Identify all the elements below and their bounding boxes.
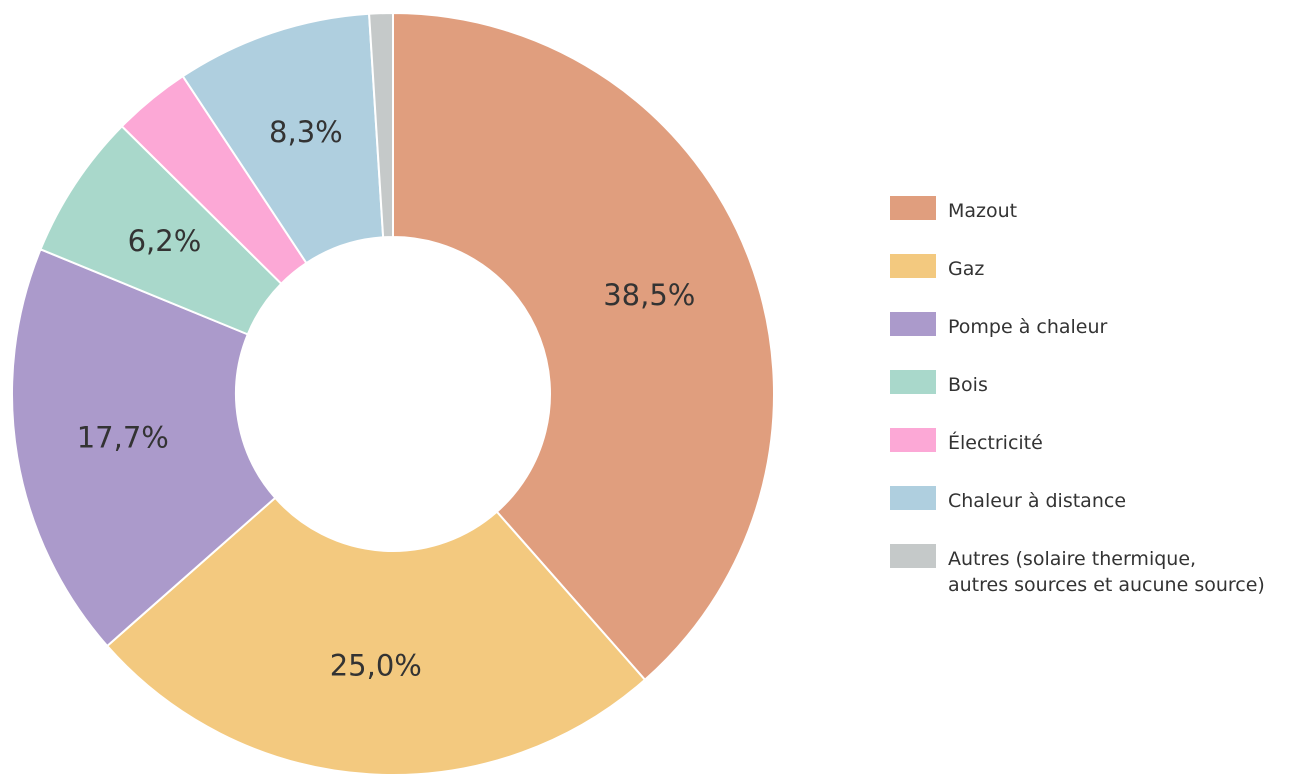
legend-swatch (890, 196, 936, 220)
legend-swatch (890, 370, 936, 394)
legend-swatch (890, 312, 936, 336)
legend-label: Chaleur à distance (948, 490, 1127, 512)
slice (181, 12, 385, 265)
value-label: 6,2% (128, 224, 202, 258)
legend-label: Autres (solaire thermique, autres source… (948, 548, 1265, 596)
slice (368, 11, 394, 239)
chart: 38,5% 25,0% 17,7% 6,2% 8,3% (11, 11, 775, 776)
legend-swatch (890, 254, 936, 278)
value-label: 8,3% (269, 115, 343, 149)
legend-label: Mazout (948, 200, 1018, 222)
legend-label: Électricité (948, 432, 1043, 454)
legend-label: Bois (948, 374, 988, 396)
value-label: 17,7% (77, 420, 169, 454)
legend-label: Pompe à chaleur (948, 316, 1108, 338)
legend-label: Gaz (948, 258, 985, 280)
legend-swatch (890, 428, 936, 452)
value-label: 38,5% (603, 278, 695, 312)
slice (392, 11, 775, 682)
slice (11, 247, 277, 648)
legend-swatch (890, 544, 936, 568)
value-label: 25,0% (330, 648, 422, 682)
slice (105, 496, 647, 776)
legend-swatch (890, 486, 936, 510)
